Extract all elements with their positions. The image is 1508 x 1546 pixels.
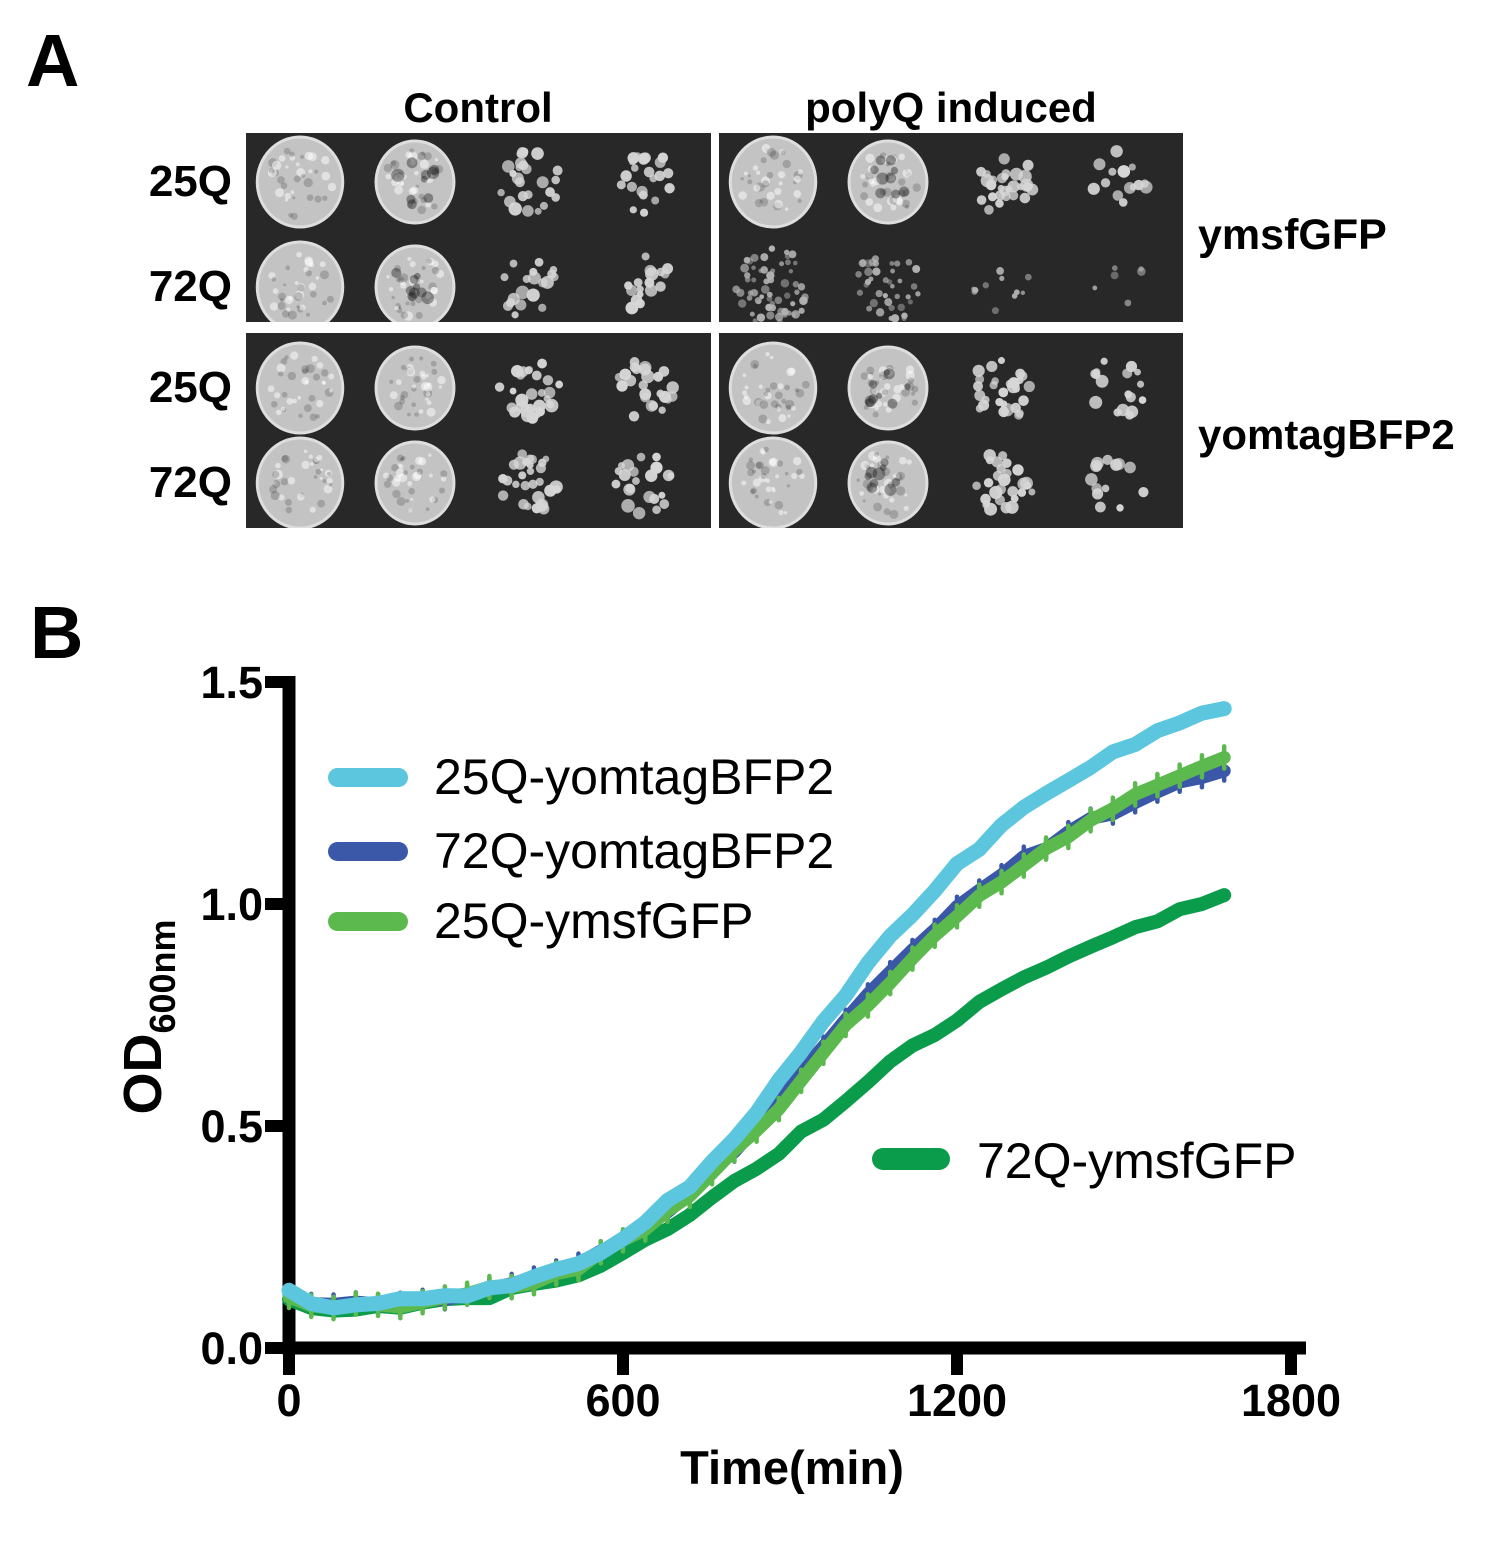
spot-72Q-dilution-1 (732, 245, 809, 322)
curve-25Q-yomtagBFP2 (281, 701, 1232, 1316)
spot-72Q-dilution-4 (611, 452, 675, 520)
spot-72Q-dilution-4 (1085, 454, 1149, 513)
y-axis-title: OD600nm (113, 907, 183, 1127)
spot-panel-ymsfgfp-control (246, 133, 711, 322)
growth-curve-chart (265, 676, 1306, 1375)
panel-a-header-control: Control (403, 84, 553, 131)
panel-b-label: B (30, 591, 84, 674)
x-tick-label-600: 600 (585, 1375, 661, 1426)
spot-panel-yomtagbfp2-control (246, 333, 711, 528)
spot-25Q-dilution-4 (614, 357, 679, 422)
spot-25Q-dilution-2 (847, 139, 929, 225)
spot-72Q-dilution-2 (847, 440, 929, 526)
y-tick-label-1-0: 1.0 (200, 879, 263, 930)
legend-swatch-72q-yomtagbfp2 (328, 842, 408, 861)
row-label-72q-top: 72Q (148, 262, 232, 311)
spot-25Q-dilution-3 (976, 153, 1039, 215)
spot-72Q-dilution-2 (855, 255, 921, 322)
y-axis-title-subscript: 600nm (142, 919, 183, 1034)
spot-25Q-dilution-2 (374, 139, 456, 225)
spot-panel-ymsfgfp-polyq (719, 133, 1183, 322)
spot-25Q-dilution-3 (497, 147, 563, 217)
spot-72Q-dilution-3 (971, 267, 1032, 315)
legend-label-72q-ymsfgfp: 72Q-ymsfGFP (977, 1133, 1297, 1189)
group-label-yomtagbfp2: yomtagBFP2 (1198, 411, 1455, 458)
spot-72Q-dilution-4 (1092, 265, 1146, 307)
x-axis-title: Time(min) (680, 1441, 904, 1494)
panel-a-label: A (26, 19, 80, 102)
legend-swatch-72q-ymsfgfp (872, 1148, 950, 1170)
spot-72Q-dilution-4 (624, 252, 674, 315)
y-tick-label-0-0: 0.0 (200, 1323, 263, 1374)
spot-25Q-dilution-3 (972, 357, 1035, 420)
legend-label-25q-ymsfgfp: 25Q-ymsfGFP (434, 893, 754, 949)
spot-25Q-dilution-4 (616, 152, 675, 217)
group-label-ymsfgfp: ymsfGFP (1198, 211, 1387, 259)
row-label-72q-bottom: 72Q (148, 458, 232, 507)
spot-25Q-dilution-1 (728, 135, 818, 229)
y-tick-label-0-5: 0.5 (200, 1101, 263, 1152)
spot-25Q-dilution-1 (728, 341, 818, 435)
legend-swatch-25q-ymsfgfp (328, 912, 408, 931)
spot-25Q-dilution-4 (1087, 145, 1153, 207)
spot-25Q-dilution-4 (1089, 357, 1147, 420)
spot-72Q-dilution-2 (374, 440, 456, 526)
y-axis-title-od: OD (113, 1033, 173, 1115)
spot-72Q-dilution-3 (497, 449, 563, 515)
spot-72Q-dilution-3 (972, 449, 1036, 516)
spot-25Q-dilution-1 (255, 341, 345, 435)
panel-a-header-polyq-induced: polyQ induced (805, 84, 1097, 131)
x-tick-label-1200: 1200 (906, 1375, 1008, 1426)
spot-25Q-dilution-1 (255, 135, 345, 229)
legend-label-25q-yomtagbfp2: 25Q-yomtagBFP2 (434, 749, 835, 805)
spot-72Q-dilution-3 (500, 257, 559, 319)
y-tick-label-1-5: 1.5 (200, 657, 263, 708)
spot-25Q-dilution-3 (494, 358, 564, 424)
row-label-25q-bottom: 25Q (148, 363, 232, 412)
row-label-25q-top: 25Q (148, 157, 232, 206)
spot-72Q-dilution-1 (728, 436, 818, 528)
legend-label-72q-yomtagbfp2: 72Q-yomtagBFP2 (434, 823, 835, 879)
spot-25Q-dilution-2 (374, 345, 456, 431)
spot-panel-yomtagbfp2-polyq (719, 333, 1183, 528)
spot-72Q-dilution-1 (255, 240, 345, 322)
spot-72Q-dilution-1 (255, 436, 345, 528)
spot-72Q-dilution-2 (374, 244, 456, 322)
x-tick-label-1800: 1800 (1240, 1375, 1342, 1426)
x-tick-label-0: 0 (276, 1375, 302, 1426)
spot-25Q-dilution-2 (847, 345, 929, 431)
legend-swatch-25q-yomtagbfp2 (328, 768, 408, 787)
